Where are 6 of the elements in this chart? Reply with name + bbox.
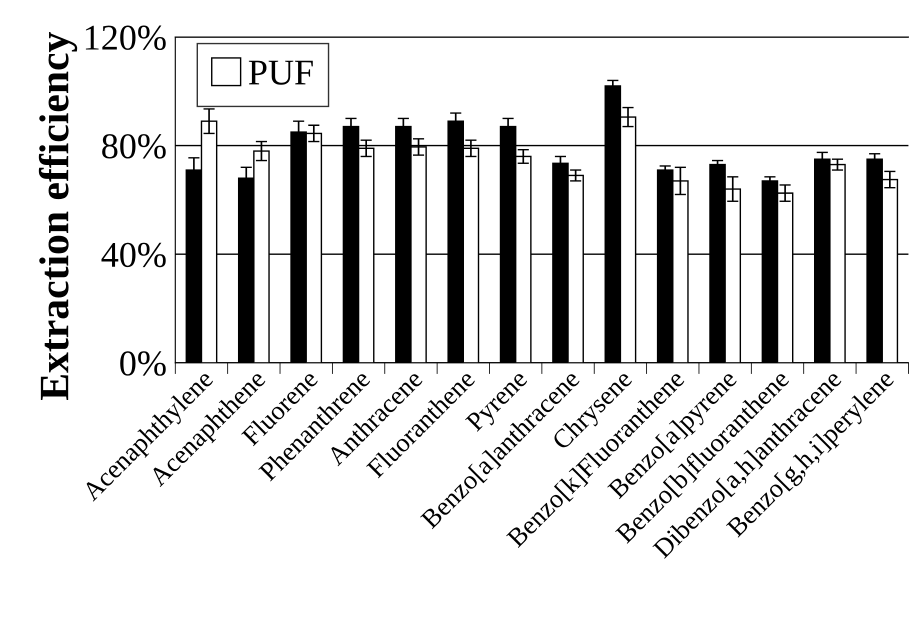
y-tick-label: 120% — [86, 26, 166, 50]
y-tick-label: 0% — [120, 351, 166, 376]
y-tick-label: 80% — [102, 134, 166, 159]
y-axis-title: Extraction efficiency — [38, 32, 78, 400]
y-tick-label: 40% — [101, 242, 166, 268]
legend-label: PUF — [248, 60, 313, 85]
